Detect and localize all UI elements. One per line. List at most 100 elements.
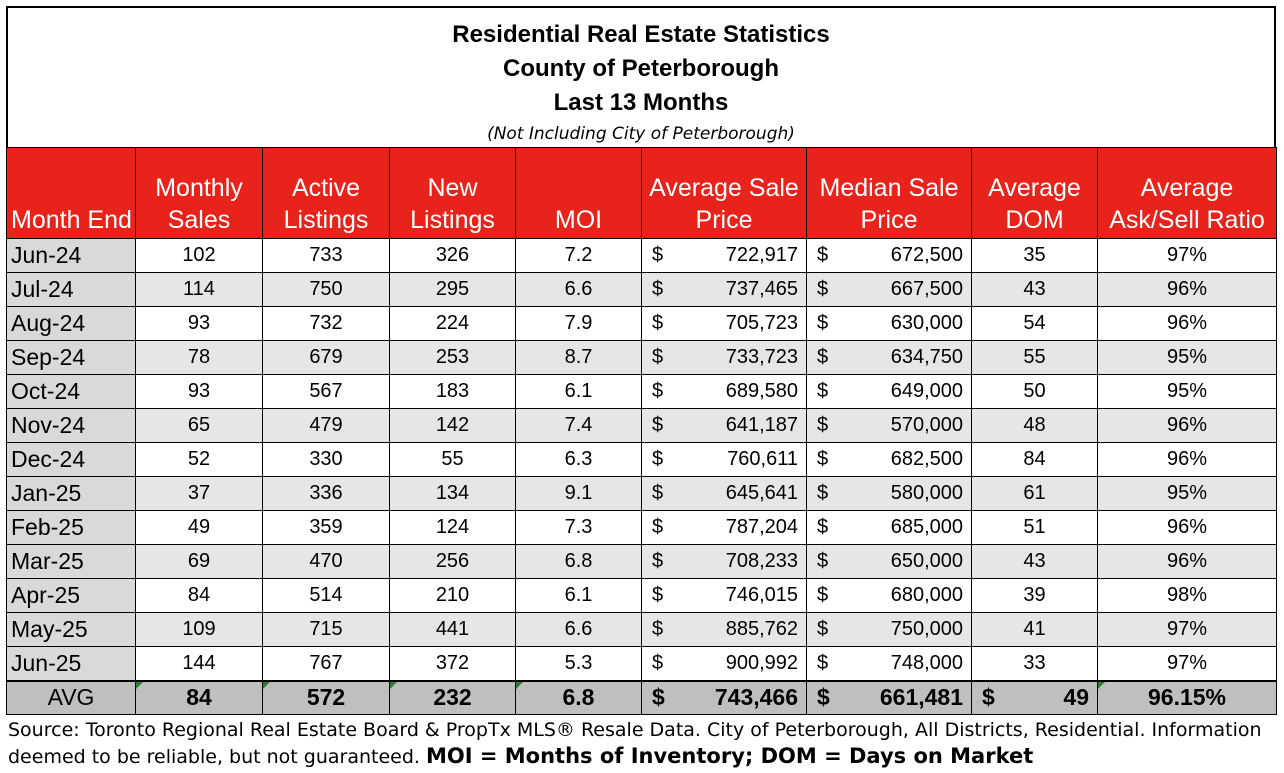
table-row: Dec-24 52 330 55 6.3 $760,611 $682,500 84 96% xyxy=(6,442,1277,477)
table-body: Jun-24 102 733 326 7.2 $722,917 $672,500 35 97% J… xyxy=(6,238,1277,681)
cell-dom: 55 xyxy=(971,340,1098,375)
cell-active: 679 xyxy=(262,340,390,375)
cell-new: 224 xyxy=(389,306,516,341)
col-header-average-dom: Average DOM xyxy=(971,147,1098,239)
col-header-active-listings: Active Listings xyxy=(262,147,390,239)
cell-new: 295 xyxy=(389,272,516,307)
cell-sales: 65 xyxy=(135,408,263,443)
avg-sales: 84 xyxy=(135,679,263,715)
cell-avg-price: $641,187 xyxy=(641,408,807,443)
cell-moi: 6.3 xyxy=(515,442,642,477)
cell-month: May-25 xyxy=(6,612,136,647)
cell-dom: 35 xyxy=(971,238,1098,273)
cell-avg-price: $746,015 xyxy=(641,578,807,613)
cell-avg-price: $900,992 xyxy=(641,646,807,681)
cell-sales: 114 xyxy=(135,272,263,307)
cell-moi: 9.1 xyxy=(515,476,642,511)
cell-avg-price: $787,204 xyxy=(641,510,807,545)
cell-median-price: $685,000 xyxy=(806,510,972,545)
cell-active: 336 xyxy=(262,476,390,511)
table-row: Sep-24 78 679 253 8.7 $733,723 $634,750 55 95% xyxy=(6,340,1277,375)
cell-moi: 6.1 xyxy=(515,374,642,409)
cell-moi: 7.9 xyxy=(515,306,642,341)
cell-ratio: 95% xyxy=(1097,476,1277,511)
cell-new: 55 xyxy=(389,442,516,477)
cell-new: 124 xyxy=(389,510,516,545)
cell-ratio: 97% xyxy=(1097,646,1277,681)
cell-dom: 54 xyxy=(971,306,1098,341)
cell-sales: 93 xyxy=(135,374,263,409)
table-row: Oct-24 93 567 183 6.1 $689,580 $649,000 50 95% xyxy=(6,374,1277,409)
cell-sales: 49 xyxy=(135,510,263,545)
cell-month: Nov-24 xyxy=(6,408,136,443)
cell-ratio: 97% xyxy=(1097,612,1277,647)
cell-month: Oct-24 xyxy=(6,374,136,409)
cell-active: 330 xyxy=(262,442,390,477)
cell-ratio: 97% xyxy=(1097,238,1277,273)
cell-moi: 7.4 xyxy=(515,408,642,443)
cell-median-price: $748,000 xyxy=(806,646,972,681)
col-header-monthly-sales: Monthly Sales xyxy=(135,147,263,239)
cell-avg-price: $885,762 xyxy=(641,612,807,647)
footer-legend: MOI = Months of Inventory; DOM = Days on… xyxy=(426,744,1034,768)
footer-note: Source: Toronto Regional Real Estate Boa… xyxy=(8,717,1278,770)
cell-moi: 7.3 xyxy=(515,510,642,545)
cell-dom: 84 xyxy=(971,442,1098,477)
avg-label: AVG xyxy=(6,679,136,715)
table-row: Mar-25 69 470 256 6.8 $708,233 $650,000 43 96% xyxy=(6,544,1277,579)
cell-ratio: 96% xyxy=(1097,306,1277,341)
cell-month: Jun-24 xyxy=(6,238,136,273)
cell-avg-price: $708,233 xyxy=(641,544,807,579)
average-row: AVG 84 572 232 6.8 $743,466 $661,481 $49… xyxy=(6,679,1277,715)
cell-dom: 33 xyxy=(971,646,1098,681)
cell-ratio: 96% xyxy=(1097,510,1277,545)
cell-dom: 50 xyxy=(971,374,1098,409)
cell-ratio: 96% xyxy=(1097,408,1277,443)
cell-ratio: 96% xyxy=(1097,442,1277,477)
cell-median-price: $680,000 xyxy=(806,578,972,613)
cell-active: 359 xyxy=(262,510,390,545)
cell-sales: 52 xyxy=(135,442,263,477)
cell-month: Sep-24 xyxy=(6,340,136,375)
cell-median-price: $667,500 xyxy=(806,272,972,307)
cell-month: Jun-25 xyxy=(6,646,136,681)
cell-new: 183 xyxy=(389,374,516,409)
cell-moi: 7.2 xyxy=(515,238,642,273)
cell-active: 767 xyxy=(262,646,390,681)
cell-median-price: $682,500 xyxy=(806,442,972,477)
col-header-month: Month End xyxy=(6,147,136,239)
cell-avg-price: $689,580 xyxy=(641,374,807,409)
table-row: Jan-25 37 336 134 9.1 $645,641 $580,000 61 95% xyxy=(6,476,1277,511)
avg-dom: $49 xyxy=(971,679,1098,715)
table-row: Feb-25 49 359 124 7.3 $787,204 $685,000 51 96% xyxy=(6,510,1277,545)
cell-sales: 84 xyxy=(135,578,263,613)
avg-median-price: $661,481 xyxy=(806,679,972,715)
cell-active: 732 xyxy=(262,306,390,341)
cell-new: 142 xyxy=(389,408,516,443)
cell-avg-price: $760,611 xyxy=(641,442,807,477)
avg-new: 232 xyxy=(389,679,516,715)
table-row: Nov-24 65 479 142 7.4 $641,187 $570,000 48 96% xyxy=(6,408,1277,443)
cell-dom: 51 xyxy=(971,510,1098,545)
table-row: Jun-24 102 733 326 7.2 $722,917 $672,500 35 97% xyxy=(6,238,1277,273)
report-title: Residential Real Estate Statistics xyxy=(452,21,830,48)
cell-sales: 37 xyxy=(135,476,263,511)
cell-dom: 39 xyxy=(971,578,1098,613)
stats-table: Month End Monthly Sales Active Listings Ne… xyxy=(6,147,1277,715)
avg-ratio: 96.15% xyxy=(1097,679,1277,715)
cell-new: 326 xyxy=(389,238,516,273)
cell-month: Aug-24 xyxy=(6,306,136,341)
cell-moi: 6.6 xyxy=(515,612,642,647)
cell-median-price: $580,000 xyxy=(806,476,972,511)
cell-month: Mar-25 xyxy=(6,544,136,579)
col-header-moi: MOI xyxy=(515,147,642,239)
cell-ratio: 96% xyxy=(1097,272,1277,307)
cell-month: Jul-24 xyxy=(6,272,136,307)
table-row: Apr-25 84 514 210 6.1 $746,015 $680,000 39 98% xyxy=(6,578,1277,613)
avg-active: 572 xyxy=(262,679,390,715)
cell-sales: 102 xyxy=(135,238,263,273)
table-row: Aug-24 93 732 224 7.9 $705,723 $630,000 54 96% xyxy=(6,306,1277,341)
col-header-median-sale-price: Median Sale Price xyxy=(806,147,972,239)
cell-sales: 144 xyxy=(135,646,263,681)
cell-month: Jan-25 xyxy=(6,476,136,511)
